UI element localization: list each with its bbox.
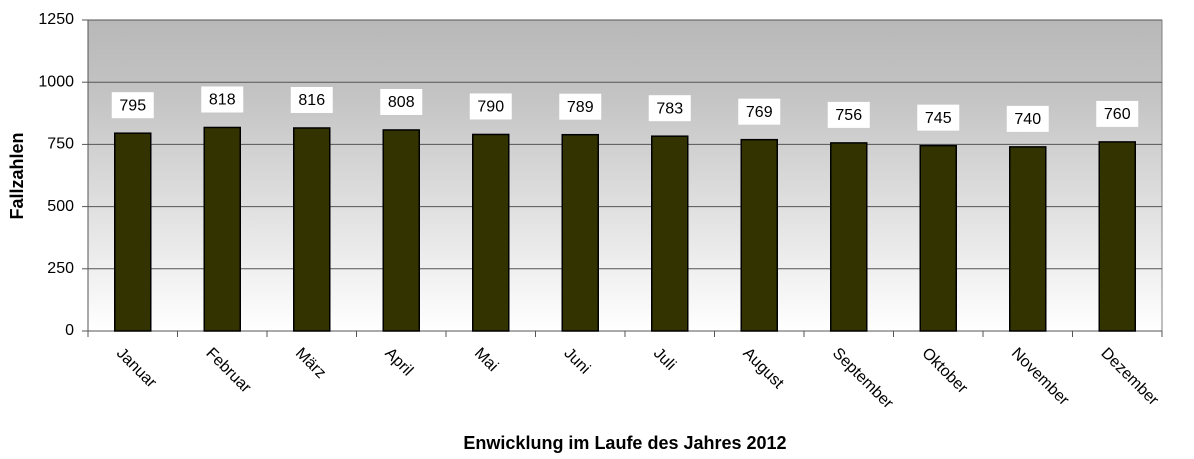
bar [382, 129, 420, 332]
y-tick-label: 0 [65, 322, 74, 339]
x-tick-label: Juni [560, 345, 593, 378]
plot-area [87, 19, 1163, 332]
data-label: 740 [1014, 111, 1041, 128]
data-label: 769 [746, 104, 773, 121]
data-label: 808 [388, 94, 415, 111]
data-label: 795 [119, 97, 146, 114]
data-label-box [201, 86, 244, 113]
data-label-box [827, 101, 870, 128]
data-label: 756 [835, 107, 862, 124]
bar [293, 127, 331, 332]
data-label-box [559, 93, 602, 120]
y-tick-label: 500 [47, 198, 74, 215]
data-label-box [469, 93, 512, 120]
y-tick-label: 1000 [38, 73, 74, 90]
x-tick-label: August [739, 345, 787, 393]
x-tick-label: November [1008, 345, 1073, 410]
x-tick-label: Oktober [918, 345, 971, 398]
x-tick-label: Juli [650, 345, 679, 374]
x-tick-label: Januar [113, 345, 160, 392]
data-label-box [917, 104, 960, 131]
bar [472, 133, 510, 332]
data-label: 790 [477, 99, 504, 116]
data-label-box [738, 98, 781, 125]
x-axis-title: Enwicklung im Laufe des Jahres 2012 [463, 433, 786, 453]
data-label: 789 [567, 99, 594, 116]
data-label: 816 [298, 92, 325, 109]
data-label-box [648, 95, 691, 122]
data-label-box [1006, 105, 1049, 132]
bar [1009, 146, 1047, 332]
data-label-box [111, 92, 154, 119]
y-tick-label: 1250 [38, 11, 74, 28]
y-tick-label: 750 [47, 136, 74, 153]
bar [203, 126, 241, 332]
bar [1098, 141, 1136, 332]
y-axis-title: Fallzahlen [7, 132, 27, 219]
bar [651, 135, 689, 332]
x-tick-label: September [829, 345, 897, 413]
y-tick-label: 250 [47, 260, 74, 277]
bar [740, 138, 778, 332]
bar [114, 132, 152, 332]
x-tick-label: April [381, 345, 416, 380]
bar [561, 133, 599, 332]
bar [919, 144, 957, 332]
data-label: 760 [1104, 106, 1131, 123]
x-tick-label: März [292, 345, 329, 382]
x-tick-label: Februar [202, 345, 254, 397]
x-tick-label: Dezember [1097, 345, 1162, 410]
data-label: 818 [209, 92, 236, 109]
data-label-box [290, 86, 333, 113]
data-label-box [1096, 100, 1139, 127]
x-tick-label: Mai [471, 345, 501, 375]
data-label: 783 [656, 100, 683, 117]
bar [830, 142, 868, 332]
data-label: 745 [925, 110, 952, 127]
data-label-box [380, 88, 423, 115]
